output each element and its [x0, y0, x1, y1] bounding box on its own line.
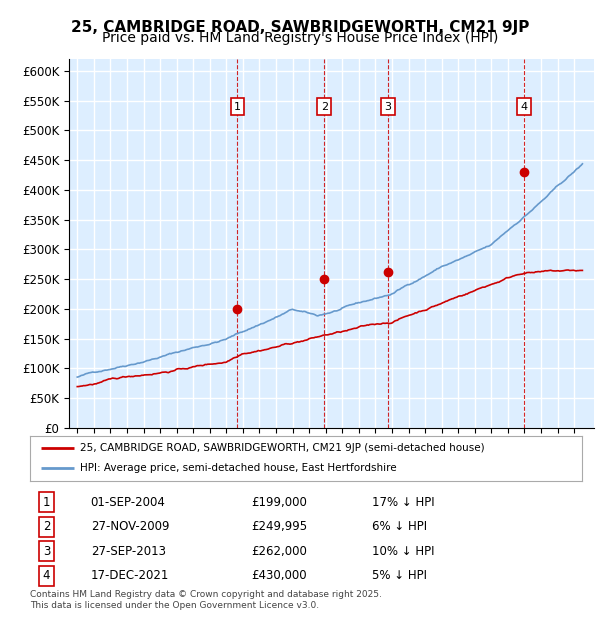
Text: Price paid vs. HM Land Registry's House Price Index (HPI): Price paid vs. HM Land Registry's House …	[102, 31, 498, 45]
Text: 10% ↓ HPI: 10% ↓ HPI	[372, 544, 435, 557]
Text: 25, CAMBRIDGE ROAD, SAWBRIDGEWORTH, CM21 9JP (semi-detached house): 25, CAMBRIDGE ROAD, SAWBRIDGEWORTH, CM21…	[80, 443, 484, 453]
Text: 3: 3	[43, 544, 50, 557]
Text: 27-SEP-2013: 27-SEP-2013	[91, 544, 166, 557]
Text: 4: 4	[43, 569, 50, 582]
Text: 17% ↓ HPI: 17% ↓ HPI	[372, 495, 435, 508]
Text: 25, CAMBRIDGE ROAD, SAWBRIDGEWORTH, CM21 9JP: 25, CAMBRIDGE ROAD, SAWBRIDGEWORTH, CM21…	[71, 20, 529, 35]
Text: 5% ↓ HPI: 5% ↓ HPI	[372, 569, 427, 582]
Text: 6% ↓ HPI: 6% ↓ HPI	[372, 520, 427, 533]
Text: 1: 1	[43, 495, 50, 508]
Text: 2: 2	[43, 520, 50, 533]
Text: 27-NOV-2009: 27-NOV-2009	[91, 520, 169, 533]
Text: 2: 2	[321, 102, 328, 112]
Text: 17-DEC-2021: 17-DEC-2021	[91, 569, 169, 582]
Text: £199,000: £199,000	[251, 495, 307, 508]
Text: HPI: Average price, semi-detached house, East Hertfordshire: HPI: Average price, semi-detached house,…	[80, 463, 397, 474]
Text: 3: 3	[385, 102, 391, 112]
Text: £430,000: £430,000	[251, 569, 307, 582]
Text: £249,995: £249,995	[251, 520, 307, 533]
Text: 01-SEP-2004: 01-SEP-2004	[91, 495, 166, 508]
Text: 1: 1	[234, 102, 241, 112]
Text: 4: 4	[520, 102, 527, 112]
Text: Contains HM Land Registry data © Crown copyright and database right 2025.
This d: Contains HM Land Registry data © Crown c…	[30, 590, 382, 609]
Text: £262,000: £262,000	[251, 544, 307, 557]
